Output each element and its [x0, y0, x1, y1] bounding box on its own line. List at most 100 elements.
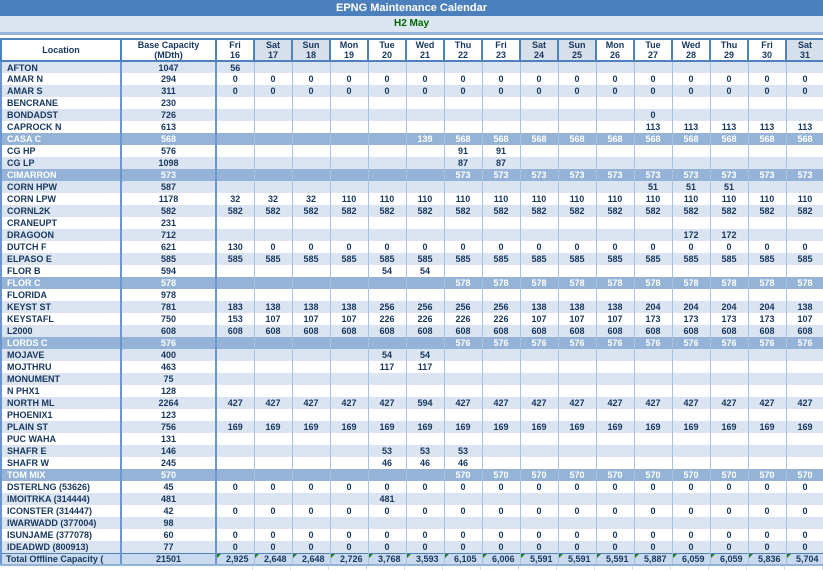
location-cell[interactable]: PHOENIX1 — [0, 409, 122, 421]
value-cell[interactable]: 0 — [748, 505, 787, 517]
value-cell[interactable]: 427 — [330, 397, 369, 409]
value-cell[interactable] — [330, 349, 369, 361]
value-cell[interactable] — [520, 361, 559, 373]
value-cell[interactable]: 110 — [596, 193, 635, 205]
value-cell[interactable]: 0 — [520, 529, 559, 541]
value-cell[interactable]: 582 — [444, 205, 483, 217]
value-cell[interactable] — [406, 277, 445, 289]
value-cell[interactable] — [216, 169, 255, 181]
value-cell[interactable] — [596, 157, 635, 169]
location-cell[interactable]: TOM MIX — [0, 469, 122, 481]
value-cell[interactable]: 585 — [558, 253, 597, 265]
value-cell[interactable] — [786, 229, 823, 241]
value-cell[interactable] — [520, 229, 559, 241]
location-cell[interactable]: AFTON — [0, 61, 122, 73]
value-cell[interactable] — [368, 229, 407, 241]
location-cell[interactable]: KEYST ST — [0, 301, 122, 313]
value-cell[interactable]: 53 — [444, 445, 483, 457]
value-cell[interactable] — [558, 157, 597, 169]
value-cell[interactable] — [444, 493, 483, 505]
value-cell[interactable] — [596, 385, 635, 397]
value-cell[interactable] — [558, 445, 597, 457]
value-cell[interactable]: 0 — [368, 85, 407, 97]
value-cell[interactable] — [710, 517, 749, 529]
value-cell[interactable] — [634, 361, 673, 373]
value-cell[interactable] — [634, 217, 673, 229]
value-cell[interactable]: 582 — [406, 205, 445, 217]
value-cell[interactable]: 608 — [786, 325, 823, 337]
value-cell[interactable] — [672, 433, 711, 445]
value-cell[interactable] — [710, 385, 749, 397]
value-cell[interactable] — [634, 145, 673, 157]
value-cell[interactable] — [444, 373, 483, 385]
value-cell[interactable] — [330, 145, 369, 157]
value-cell[interactable]: 54 — [406, 349, 445, 361]
value-cell[interactable] — [596, 181, 635, 193]
value-cell[interactable]: 169 — [786, 421, 823, 433]
value-cell[interactable]: 110 — [368, 193, 407, 205]
value-cell[interactable] — [216, 121, 255, 133]
value-cell[interactable] — [672, 109, 711, 121]
value-cell[interactable] — [444, 409, 483, 421]
value-cell[interactable]: 582 — [216, 205, 255, 217]
value-cell[interactable]: 582 — [520, 205, 559, 217]
value-cell[interactable] — [368, 133, 407, 145]
base-capacity-cell[interactable]: 245 — [121, 457, 217, 469]
value-cell[interactable] — [292, 145, 331, 157]
value-cell[interactable]: 594 — [406, 397, 445, 409]
value-cell[interactable]: 0 — [558, 505, 597, 517]
value-cell[interactable]: 0 — [216, 541, 255, 553]
value-cell[interactable]: 0 — [216, 505, 255, 517]
value-cell[interactable]: 578 — [672, 277, 711, 289]
value-cell[interactable]: 0 — [748, 73, 787, 85]
value-cell[interactable]: 46 — [368, 457, 407, 469]
value-cell[interactable]: 585 — [406, 253, 445, 265]
base-capacity-cell[interactable]: 463 — [121, 361, 217, 373]
value-cell[interactable]: 87 — [482, 157, 521, 169]
value-cell[interactable]: 570 — [710, 469, 749, 481]
value-cell[interactable] — [672, 97, 711, 109]
value-cell[interactable] — [520, 121, 559, 133]
value-cell[interactable]: 573 — [482, 169, 521, 181]
value-cell[interactable] — [254, 145, 293, 157]
value-cell[interactable]: 0 — [406, 73, 445, 85]
total-value-cell[interactable]: 2,648 — [254, 552, 293, 566]
value-cell[interactable] — [482, 109, 521, 121]
value-cell[interactable]: 578 — [596, 277, 635, 289]
value-cell[interactable] — [558, 409, 597, 421]
value-cell[interactable]: 570 — [748, 469, 787, 481]
value-cell[interactable] — [368, 97, 407, 109]
value-cell[interactable]: 0 — [634, 85, 673, 97]
value-cell[interactable] — [216, 229, 255, 241]
value-cell[interactable]: 578 — [748, 277, 787, 289]
value-cell[interactable] — [558, 181, 597, 193]
total-value-cell[interactable]: 5,887 — [634, 552, 673, 566]
value-cell[interactable]: 576 — [710, 337, 749, 349]
value-cell[interactable]: 608 — [558, 325, 597, 337]
value-cell[interactable]: 0 — [368, 505, 407, 517]
value-cell[interactable] — [368, 277, 407, 289]
value-cell[interactable] — [368, 157, 407, 169]
value-cell[interactable] — [786, 181, 823, 193]
value-cell[interactable]: 576 — [520, 337, 559, 349]
value-cell[interactable] — [520, 217, 559, 229]
value-cell[interactable] — [672, 409, 711, 421]
value-cell[interactable]: 110 — [748, 193, 787, 205]
value-cell[interactable] — [406, 217, 445, 229]
value-cell[interactable] — [558, 265, 597, 277]
value-cell[interactable] — [216, 265, 255, 277]
value-cell[interactable] — [292, 349, 331, 361]
value-cell[interactable] — [558, 61, 597, 73]
value-cell[interactable] — [444, 97, 483, 109]
value-cell[interactable]: 578 — [482, 277, 521, 289]
value-cell[interactable]: 173 — [672, 313, 711, 325]
value-cell[interactable] — [444, 433, 483, 445]
value-cell[interactable]: 582 — [672, 205, 711, 217]
value-cell[interactable]: 0 — [444, 241, 483, 253]
value-cell[interactable] — [786, 265, 823, 277]
base-capacity-cell[interactable]: 750 — [121, 313, 217, 325]
value-cell[interactable] — [406, 517, 445, 529]
base-capacity-cell[interactable]: 578 — [121, 277, 217, 289]
value-cell[interactable]: 585 — [368, 253, 407, 265]
value-cell[interactable] — [748, 373, 787, 385]
